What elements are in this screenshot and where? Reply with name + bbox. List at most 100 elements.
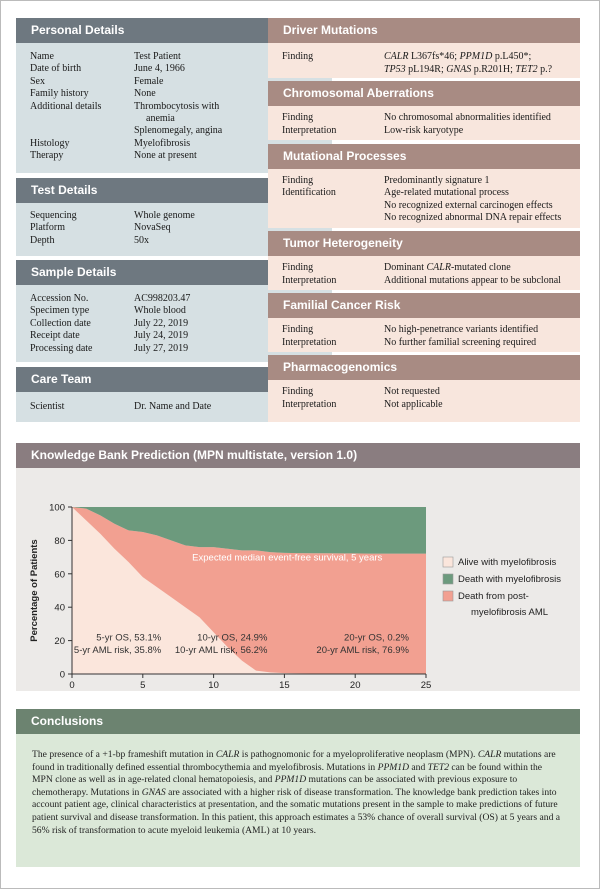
legend-label-2: Death with myelofibrosis	[458, 574, 561, 585]
sample-row-value: Whole blood	[134, 305, 186, 317]
hetero-finding-value: Dominant CALR-mutated clone	[384, 262, 511, 275]
mutproc-row-value: Age-related mutational process	[384, 187, 509, 199]
driver-mutations-body: Finding CALR L367fs*46; PPM1D p.L450*; T…	[268, 43, 580, 78]
pharmacogenomics-body: Finding Not requested Interpretation Not ap…	[268, 380, 580, 422]
hetero-finding-post: -mutated clone	[450, 262, 511, 273]
personal-row-label: Name	[30, 51, 54, 62]
mutproc-row-value: Predominantly signature 1	[384, 175, 490, 186]
personal-row-label: Therapy	[30, 150, 64, 162]
chromo-row-value: Low-risk karyotype	[384, 124, 464, 136]
pharma-row-value: Not applicable	[384, 398, 443, 410]
gene-name: TP53	[384, 63, 406, 75]
familial-row-value: No high-penetrance variants identified	[384, 324, 539, 335]
x-tick-label: 10	[208, 680, 219, 691]
os-label-0: 5-yr OS, 53.1%	[96, 633, 161, 644]
aml-risk-label-2: 20-yr AML risk, 76.9%	[316, 645, 409, 656]
driver-mutations-panel: Driver Mutations Finding CALR L367fs*46;…	[268, 18, 580, 78]
os-label-1: 10-yr OS, 24.9%	[197, 633, 268, 644]
personal-row-label: Histology	[30, 137, 70, 149]
gene-name: TET2	[427, 761, 450, 773]
hetero-finding-label: Finding	[282, 262, 314, 273]
chromo-row-value: No chromosomal abnormalities identified	[384, 112, 551, 123]
legend-label-1: Death from post-	[458, 591, 529, 602]
sample-row-value: AC998203.47	[134, 293, 191, 304]
hetero-finding-gene: CALR	[426, 262, 451, 273]
gene-name: PPM1D	[459, 51, 493, 62]
test-row-value: Whole genome	[134, 210, 195, 221]
test-row-label: Platform	[30, 222, 65, 234]
personal-row-value: Thrombocytosis with	[134, 100, 220, 112]
y-tick-label: 20	[54, 636, 65, 647]
sample-row-value: July 24, 2019	[134, 330, 189, 342]
chromo-row-label: Interpretation	[282, 124, 337, 136]
median-survival-annotation: Expected median event-free survival, 5 y…	[192, 552, 382, 563]
test-row-value: 50x	[134, 234, 149, 246]
test-row-label: Sequencing	[30, 210, 77, 221]
care-row-value: Dr. Name and Date	[134, 401, 212, 412]
legend-swatch-2	[442, 573, 454, 585]
legend-swatch-0	[442, 556, 454, 568]
text-run: p.?	[537, 63, 553, 75]
hetero-finding-pre: Dominant	[384, 262, 427, 273]
gene-name: CALR	[384, 51, 409, 62]
familial-row-label: Interpretation	[282, 336, 337, 348]
hetero-interp-label: Interpretation	[282, 274, 337, 286]
text-run: mutations can be associated with previou…	[32, 774, 518, 798]
personal-row-value: Female	[134, 75, 164, 87]
gene-name: CALR	[215, 749, 240, 760]
y-tick-label: 0	[60, 670, 65, 681]
x-tick-label: 5	[140, 680, 145, 691]
text-run: can be found within the MPN clone as wel…	[32, 761, 542, 786]
y-axis-label: Percentage of Patients	[29, 539, 40, 641]
mutational-processes-panel: Mutational Processes Finding Predominantl…	[268, 144, 580, 228]
text-run: are associated with a higher risk of dis…	[32, 786, 561, 836]
pharma-row-value: Not requested	[384, 386, 440, 397]
personal-row-value: Test Patient	[134, 51, 181, 62]
tumor-heterogeneity-panel: Tumor Heterogeneity Finding Dominant CAL…	[268, 231, 580, 290]
driver-finding-line2: TP53 pL194R; GNAS p.R201H; TET2 p.?	[384, 64, 552, 77]
area-series-2	[72, 507, 426, 554]
knowledge-bank-body: 0204060801000510152025Years since Diagno…	[16, 468, 580, 691]
mutproc-row-value: No recognized abnormal DNA repair effect…	[384, 212, 562, 224]
legend-label-1-cont: myelofibrosis AML	[471, 607, 548, 618]
x-tick-label: 20	[350, 680, 361, 691]
legend-label-0: Alive with myelofibrosis	[458, 557, 556, 568]
sample-row-label: Receipt date	[30, 330, 80, 342]
familial-risk-panel: Familial Cancer Risk Finding No high-pene…	[268, 293, 580, 352]
hetero-interp-value: Additional mutations appear to be subclo…	[384, 274, 561, 286]
sample-row-value: July 27, 2019	[134, 342, 189, 354]
x-tick-label: 0	[69, 680, 74, 691]
knowledge-bank-header: Knowledge Bank Prediction (MPN multistat…	[16, 443, 580, 468]
driver-finding-line1: CALR L367fs*46; PPM1D p.L450*;	[384, 51, 531, 64]
y-tick-label: 80	[54, 536, 65, 547]
mutational-processes-header: Mutational Processes	[268, 144, 580, 169]
personal-row-value: None	[134, 88, 156, 100]
aml-risk-label-1: 10-yr AML risk, 56.2%	[175, 645, 268, 656]
x-tick-label: 15	[279, 680, 290, 691]
pharmacogenomics-panel: Pharmacogenomics Finding Not requested Int…	[268, 355, 580, 422]
text-run: and	[409, 761, 428, 773]
personal-row-label: Additional details	[30, 100, 102, 112]
gene-name: GNAS	[141, 786, 166, 798]
pharma-row-label: Interpretation	[282, 398, 337, 410]
gene-name: CALR	[477, 749, 502, 760]
familial-risk-body: Finding No high-penetrance variants ident…	[268, 318, 580, 352]
tumor-heterogeneity-header: Tumor Heterogeneity	[268, 231, 580, 256]
personal-row-label: Sex	[30, 75, 45, 87]
personal-row-value-cont: anemia	[146, 113, 175, 124]
aml-risk-label-0: 5-yr AML risk, 35.8%	[74, 645, 162, 656]
driver-finding-label: Finding	[282, 51, 314, 62]
text-run: pL194R;	[405, 63, 447, 75]
text-run: p.L450*;	[492, 51, 532, 62]
area-series-0	[72, 507, 426, 674]
familial-risk-header: Familial Cancer Risk	[268, 293, 580, 318]
pharmacogenomics-header: Pharmacogenomics	[268, 355, 580, 380]
sample-row-label: Accession No.	[30, 293, 89, 304]
test-row-value: NovaSeq	[134, 222, 171, 234]
chromo-row-label: Finding	[282, 112, 314, 123]
survival-chart: 0204060801000510152025Years since Diagno…	[29, 503, 561, 692]
personal-row-value: Myelofibrosis	[134, 137, 191, 149]
personal-row-value: Splenomegaly, angina	[134, 125, 223, 137]
sample-row-label: Collection date	[30, 317, 91, 329]
sample-row-value: July 22, 2019	[134, 317, 189, 329]
